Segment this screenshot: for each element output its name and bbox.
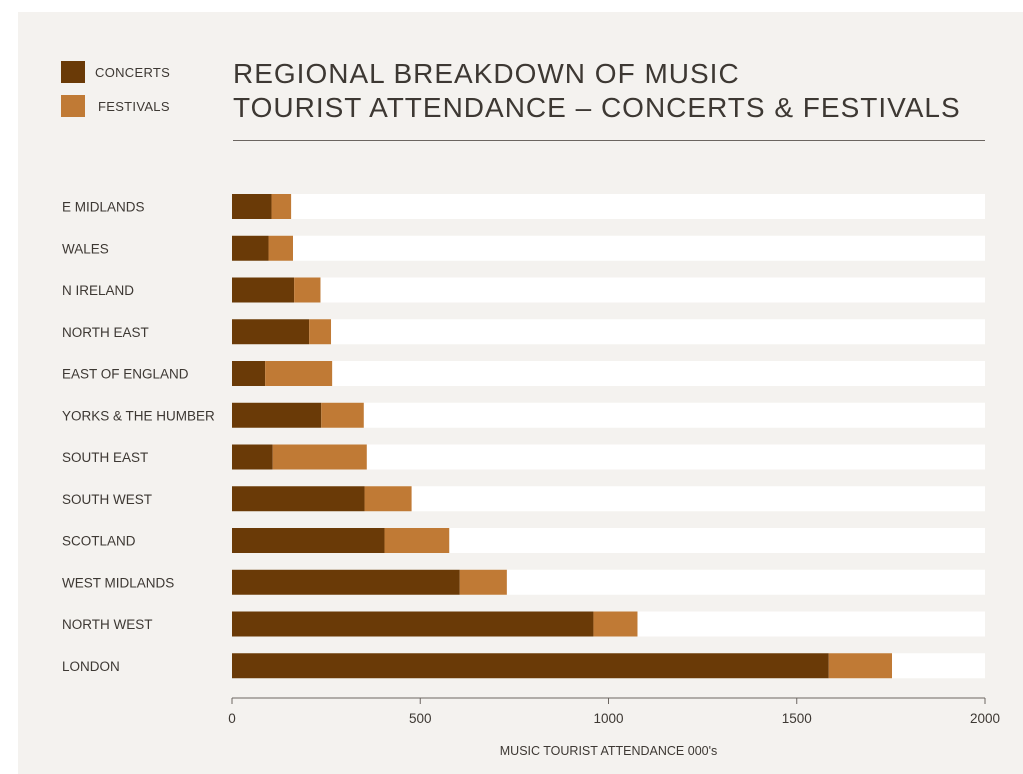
bar-concerts-west-midlands: [232, 569, 460, 595]
chart-title-line-2: TOURIST ATTENDANCE – CONCERTS & FESTIVAL…: [233, 92, 961, 123]
category-label-yorks-the-humber: YORKS & THE HUMBER: [62, 408, 215, 423]
category-label-north-east: NORTH EAST: [62, 325, 149, 340]
bar-festivals-london: [828, 653, 893, 679]
legend-swatch-concerts: [61, 61, 85, 83]
bar-track-e-midlands: [232, 194, 985, 219]
x-tick-label-1000: 1000: [593, 711, 623, 726]
category-label-london: LONDON: [62, 659, 120, 674]
x-axis-title: MUSIC TOURIST ATTENDANCE 000's: [500, 744, 717, 758]
category-label-wales: WALES: [62, 241, 109, 256]
bar-festivals-west-midlands: [459, 569, 507, 595]
bar-festivals-yorks-the-humber: [321, 402, 364, 428]
legend-swatch-festivals: [61, 95, 85, 117]
bar-concerts-e-midlands: [232, 194, 272, 219]
chart-title-line-1: REGIONAL BREAKDOWN OF MUSIC: [233, 58, 740, 89]
bar-festivals-south-west: [364, 486, 412, 512]
bar-festivals-e-midlands: [271, 194, 292, 219]
category-label-e-midlands: E MIDLANDS: [62, 200, 145, 215]
x-tick-label-1500: 1500: [782, 711, 812, 726]
bar-concerts-east-of-england: [232, 361, 266, 386]
bar-concerts-north-west: [232, 611, 594, 637]
bar-festivals-north-west: [593, 611, 638, 637]
category-label-east-of-england: EAST OF ENGLAND: [62, 367, 189, 382]
bar-concerts-wales: [232, 235, 269, 261]
category-label-south-east: SOUTH EAST: [62, 450, 148, 465]
bar-concerts-yorks-the-humber: [232, 402, 322, 428]
bar-track-n-ireland: [232, 277, 985, 303]
category-label-n-ireland: N IRELAND: [62, 283, 134, 298]
chart-panel: [18, 12, 1023, 774]
bar-concerts-south-east: [232, 444, 273, 470]
x-tick-label-500: 500: [409, 711, 432, 726]
x-tick-label-0: 0: [228, 711, 236, 726]
bar-concerts-scotland: [232, 528, 385, 553]
legend-label-festivals: FESTIVALS: [98, 99, 170, 114]
bar-festivals-wales: [268, 235, 293, 261]
bar-track-north-east: [232, 319, 985, 345]
bar-concerts-london: [232, 653, 829, 679]
bar-concerts-n-ireland: [232, 277, 295, 303]
category-label-scotland: SCOTLAND: [62, 534, 136, 549]
legend-label-concerts: CONCERTS: [95, 65, 171, 80]
bar-festivals-south-east: [272, 444, 367, 470]
x-tick-label-2000: 2000: [970, 711, 1000, 726]
category-label-west-midlands: WEST MIDLANDS: [62, 575, 174, 590]
bar-track-east-of-england: [232, 361, 985, 386]
bar-track-wales: [232, 235, 985, 261]
category-label-north-west: NORTH WEST: [62, 617, 153, 632]
bar-concerts-north-east: [232, 319, 310, 345]
bar-festivals-north-east: [309, 319, 332, 345]
bar-concerts-south-west: [232, 486, 365, 512]
bar-festivals-east-of-england: [265, 361, 333, 386]
category-label-south-west: SOUTH WEST: [62, 492, 152, 507]
bar-festivals-n-ireland: [294, 277, 321, 303]
bar-festivals-scotland: [384, 528, 450, 553]
title-divider: [233, 140, 985, 141]
